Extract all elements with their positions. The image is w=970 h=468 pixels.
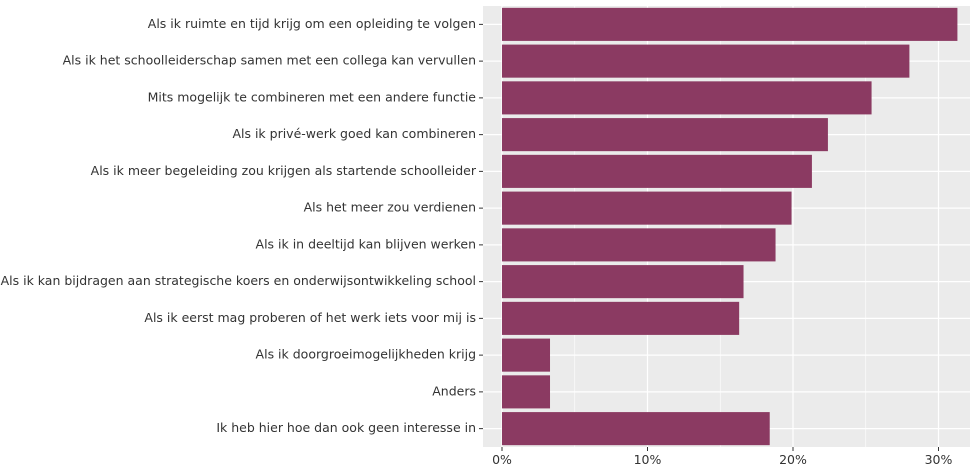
bar xyxy=(502,7,958,41)
category-label: Als ik meer begeleiding zou krijgen als … xyxy=(91,163,477,178)
category-label: Als ik privé-werk goed kan combineren xyxy=(232,126,476,141)
x-tick-label: 20% xyxy=(779,452,807,467)
bar xyxy=(502,118,828,152)
category-label: Als ik in deeltijd kan blijven werken xyxy=(256,236,476,251)
category-label: Als ik het schoolleiderschap samen met e… xyxy=(63,53,476,68)
bars xyxy=(502,7,958,446)
category-label: Mits mogelijk te combineren met een ande… xyxy=(148,89,477,104)
bar xyxy=(502,301,740,335)
plot-panel xyxy=(483,6,970,447)
x-axis: 0% 10% 20% 30% xyxy=(492,447,953,467)
x-tick-label: 30% xyxy=(925,452,953,467)
bar xyxy=(502,154,812,188)
x-tick-label: 10% xyxy=(634,452,662,467)
category-label: Als ik ruimte en tijd krijg om een oplei… xyxy=(148,16,476,31)
category-label: Ik heb hier hoe dan ook geen interesse i… xyxy=(216,420,476,435)
bar xyxy=(502,44,910,78)
category-label: Anders xyxy=(432,383,476,398)
bar xyxy=(502,228,776,262)
bar xyxy=(502,191,792,225)
bar xyxy=(502,375,551,409)
bar xyxy=(502,81,872,115)
x-tick-label: 0% xyxy=(492,452,512,467)
bar xyxy=(502,338,551,372)
bar xyxy=(502,412,770,446)
bar xyxy=(502,265,744,299)
category-label: Als het meer zou verdienen xyxy=(304,200,476,215)
category-label: Als ik eerst mag proberen of het werk ie… xyxy=(144,310,476,325)
y-axis: Als ik ruimte en tijd krijg om een oplei… xyxy=(1,16,483,435)
category-label: Als ik doorgroeimogelijkheden krijg xyxy=(256,347,476,362)
category-label: Als ik kan bijdragen aan strategische ko… xyxy=(1,273,476,288)
